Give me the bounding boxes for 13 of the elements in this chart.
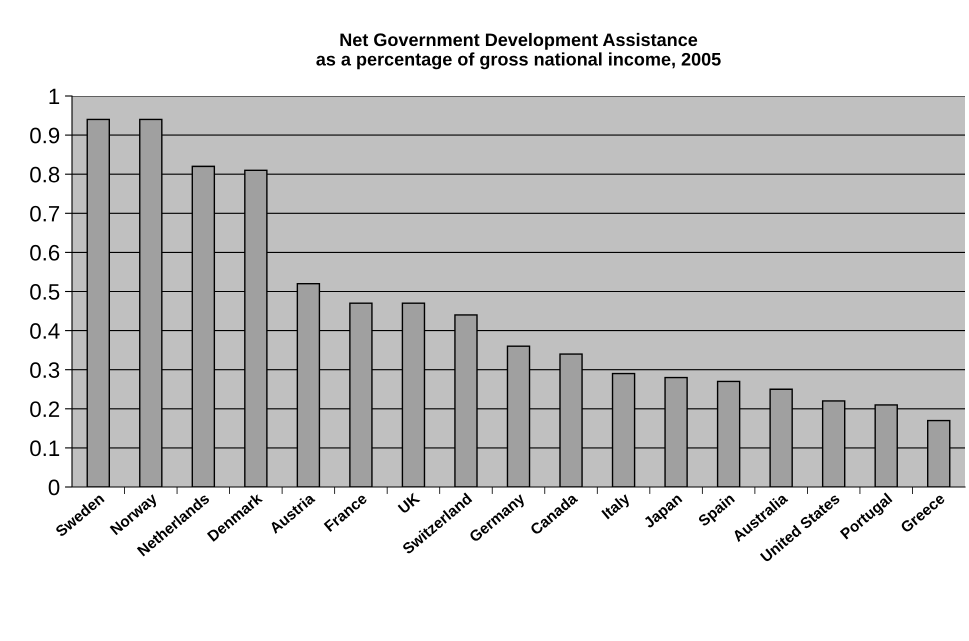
y-tick-label: 0.8 — [30, 166, 60, 182]
y-tick-label: 0.6 — [30, 244, 60, 261]
y-tick-label: 0.1 — [30, 440, 60, 456]
y-tick-label: 0.3 — [30, 362, 60, 378]
y-tick-label: 1 — [50, 88, 60, 104]
y-tick-label: 0.7 — [30, 206, 60, 222]
chart-title: Net Government Development Assistance as a percentage of gross national income, 2005 — [316, 32, 721, 70]
y-tick-label: 0.2 — [30, 401, 60, 418]
y-tick-label: 0.4 — [30, 323, 60, 339]
x-tick-label: Italy — [600, 492, 633, 522]
y-tick-label: 0.5 — [30, 284, 60, 300]
y-tick-label: 0.9 — [30, 128, 60, 144]
y-tick-label: 0 — [48, 480, 60, 496]
